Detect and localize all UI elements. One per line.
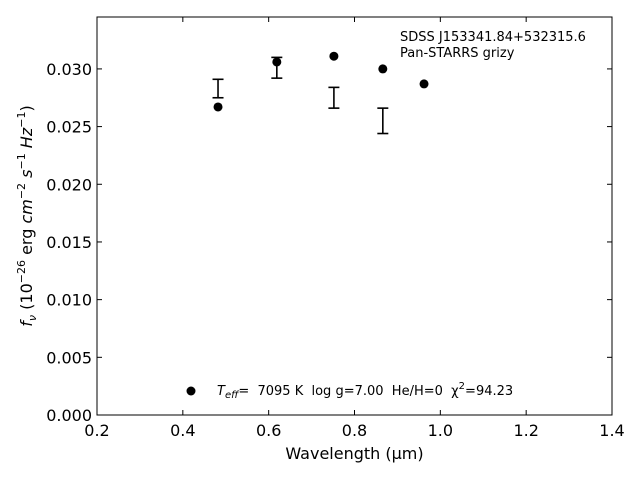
- legend-marker: [186, 386, 196, 396]
- y-tick-label: 0.015: [46, 233, 92, 252]
- y-axis-label-symbol: f: [17, 319, 36, 327]
- model-point: [272, 57, 282, 67]
- object-name-annotation: SDSS J153341.84+532315.6: [400, 30, 586, 45]
- y-tick-label: 0.020: [46, 175, 92, 194]
- legend-params: = 7095 K log g=7.00 He/H=0 χ: [238, 384, 459, 399]
- y-axis-label-part: erg: [17, 224, 36, 260]
- x-axis-ticks: 0.2 0.4 0.6 0.8 1.0 1.2 1.4: [84, 17, 625, 440]
- legend-chi-value: =94.23: [465, 384, 513, 399]
- x-axis-label: Wavelength (μm): [285, 444, 423, 463]
- model-point: [378, 64, 388, 74]
- legend-temp-subscript: eff: [225, 390, 240, 401]
- legend: Teff= 7095 K log g=7.00 He/H=0 χ2=94.23: [186, 381, 513, 401]
- errorbar: [377, 107, 389, 135]
- x-tick-label: 1.0: [428, 421, 453, 440]
- legend-temp-symbol: T: [217, 384, 226, 399]
- y-axis-label-unit: s: [17, 170, 36, 178]
- x-tick-label: 0.4: [170, 421, 195, 440]
- y-tick-label: 0.030: [46, 60, 92, 79]
- y-axis-label-subscript: ν: [26, 315, 39, 321]
- y-axis-ticks: 0.000 0.005 0.010 0.015 0.020 0.025 0.030: [46, 60, 612, 425]
- errorbar: [328, 86, 340, 109]
- x-tick-label: 0.8: [342, 421, 367, 440]
- model-point: [213, 102, 223, 112]
- plot-area: [96, 16, 613, 416]
- y-axis-label-unit: cm: [17, 199, 36, 223]
- y-axis-label-unit: Hz: [17, 127, 36, 148]
- model-point: [419, 79, 429, 89]
- observed-errorbars: [212, 56, 389, 135]
- x-tick-label: 1.4: [599, 421, 624, 440]
- x-tick-label: 0.2: [84, 421, 109, 440]
- y-axis-label-superscript: −26: [15, 260, 28, 283]
- y-axis-label-superscript: −1: [15, 112, 28, 128]
- model-point: [329, 51, 339, 61]
- y-tick-label: 0.025: [46, 118, 92, 137]
- errorbar: [212, 78, 224, 99]
- x-tick-label: 1.2: [513, 421, 538, 440]
- model-points: [213, 51, 429, 112]
- y-tick-label: 0.010: [46, 291, 92, 310]
- y-tick-label: 0.000: [46, 406, 92, 425]
- y-axis-label-superscript: −2: [15, 183, 28, 199]
- y-axis-label-superscript: −1: [15, 153, 28, 169]
- survey-annotation: Pan-STARRS grizy: [400, 46, 515, 61]
- legend-chi-superscript: 2: [459, 381, 465, 392]
- y-axis-label: fν (10−26 erg cm−2 s−1 Hz−1): [15, 105, 39, 326]
- x-tick-label: 0.6: [256, 421, 281, 440]
- y-tick-label: 0.005: [46, 348, 92, 367]
- y-axis-label-part: ): [17, 105, 36, 111]
- y-axis-label-part: (10: [17, 283, 36, 315]
- legend-label: Teff= 7095 K log g=7.00 He/H=0 χ2=94.23: [217, 381, 513, 401]
